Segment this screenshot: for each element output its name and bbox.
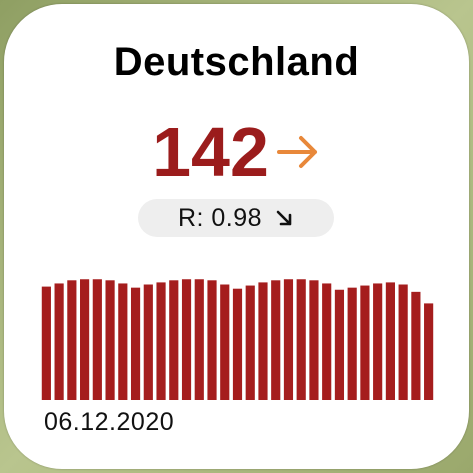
- chart-bar: [232, 288, 243, 400]
- date-label: 06.12.2020: [44, 408, 175, 436]
- chart-bar: [207, 280, 217, 400]
- chart-bar: [118, 283, 128, 400]
- chart-bar: [283, 279, 294, 400]
- chart-bar: [92, 279, 102, 400]
- chart-bar: [373, 283, 383, 400]
- r-value-label: R: 0.98: [177, 203, 263, 232]
- incidence-bar-chart: [41, 279, 434, 400]
- chart-bar: [258, 282, 268, 400]
- chart-bar: [181, 279, 192, 400]
- arrow-right-icon: [276, 136, 317, 168]
- r-value-badge: R: 0.98: [138, 199, 334, 237]
- chart-bar: [54, 283, 64, 400]
- chart-bar: [156, 282, 166, 400]
- chart-bar: [194, 279, 204, 400]
- chart-bar: [143, 284, 153, 400]
- chart-bar: [385, 282, 395, 400]
- chart-bar: [360, 285, 370, 400]
- arrow-down-right-icon: [276, 210, 292, 226]
- chart-bar: [424, 303, 434, 400]
- chart-bar: [130, 287, 141, 400]
- incidence-value: 142: [152, 113, 269, 191]
- chart-bar: [398, 284, 408, 400]
- chart-bar: [105, 280, 115, 400]
- chart-bar: [347, 287, 357, 400]
- chart-bar: [271, 280, 281, 400]
- chart-bar: [41, 286, 51, 400]
- chart-bar: [169, 280, 179, 400]
- chart-bar: [296, 279, 306, 400]
- chart-bar: [245, 285, 255, 400]
- chart-bar: [80, 279, 90, 400]
- chart-bar: [411, 291, 421, 400]
- incidence-row: 142: [4, 112, 469, 192]
- region-title: Deutschland: [113, 40, 360, 84]
- chart-bar: [322, 283, 332, 400]
- chart-bar: [220, 284, 230, 400]
- incidence-widget[interactable]: Deutschland 142 R: 0.98 06.12.2020: [4, 4, 469, 469]
- chart-bar: [67, 280, 77, 400]
- chart-bar: [334, 289, 345, 400]
- chart-bar: [309, 280, 319, 400]
